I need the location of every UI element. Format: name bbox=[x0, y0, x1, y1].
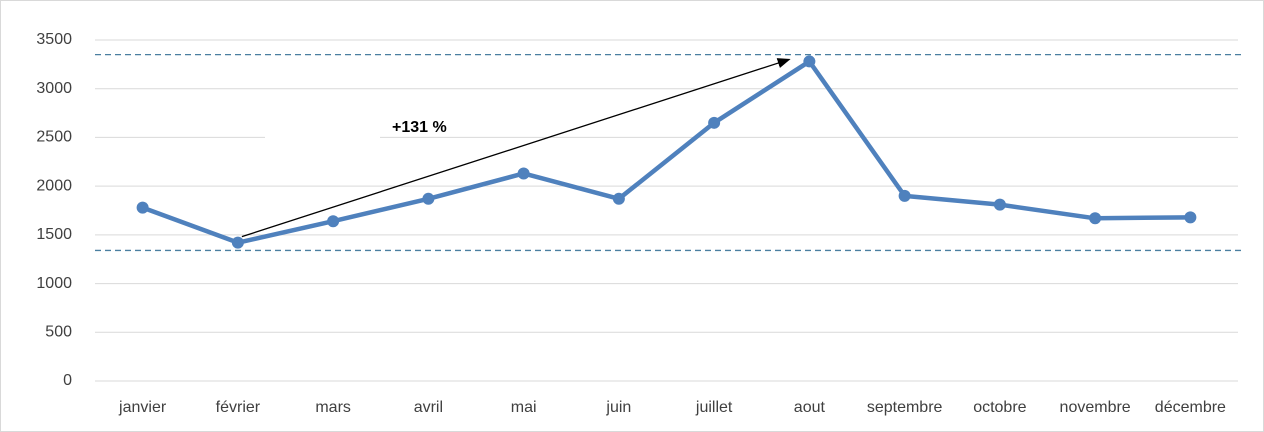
data-point bbox=[231, 236, 244, 249]
data-point bbox=[1089, 212, 1102, 225]
y-tick-label: 1000 bbox=[36, 275, 72, 292]
data-point bbox=[422, 192, 435, 205]
data-point bbox=[898, 189, 911, 202]
data-point bbox=[708, 116, 721, 129]
data-point bbox=[803, 55, 816, 68]
data-point bbox=[1184, 211, 1197, 224]
x-tick-label: mai bbox=[511, 399, 537, 416]
x-tick-label: novembre bbox=[1060, 399, 1131, 416]
x-tick-label: octobre bbox=[973, 399, 1026, 416]
data-point bbox=[612, 192, 625, 205]
data-point bbox=[136, 201, 149, 214]
annotation: +131 % bbox=[392, 119, 447, 136]
x-tick-label: septembre bbox=[867, 399, 943, 416]
x-tick-label: janvier bbox=[118, 399, 167, 416]
data-point bbox=[993, 198, 1006, 211]
data-point bbox=[327, 215, 340, 228]
y-tick-label: 2000 bbox=[36, 177, 72, 194]
annotation-background bbox=[265, 112, 380, 144]
y-tick-label: 0 bbox=[63, 372, 72, 389]
x-tick-label: avril bbox=[414, 399, 443, 416]
y-tick-label: 2500 bbox=[36, 129, 72, 146]
x-tick-label: février bbox=[216, 399, 261, 416]
y-tick-label: 3000 bbox=[36, 80, 72, 97]
x-tick-label: aout bbox=[794, 399, 826, 416]
annotation-arrow bbox=[241, 58, 791, 238]
x-tick-label: juillet bbox=[695, 399, 733, 416]
x-tick-label: décembre bbox=[1155, 399, 1226, 416]
y-tick-label: 1500 bbox=[36, 226, 72, 243]
x-tick-label: juin bbox=[605, 399, 631, 416]
data-point bbox=[517, 167, 530, 180]
x-tick-label: mars bbox=[315, 399, 351, 416]
y-tick-label: 500 bbox=[45, 324, 72, 341]
series-line bbox=[141, 59, 1191, 245]
y-tick-label: 3500 bbox=[36, 31, 72, 48]
